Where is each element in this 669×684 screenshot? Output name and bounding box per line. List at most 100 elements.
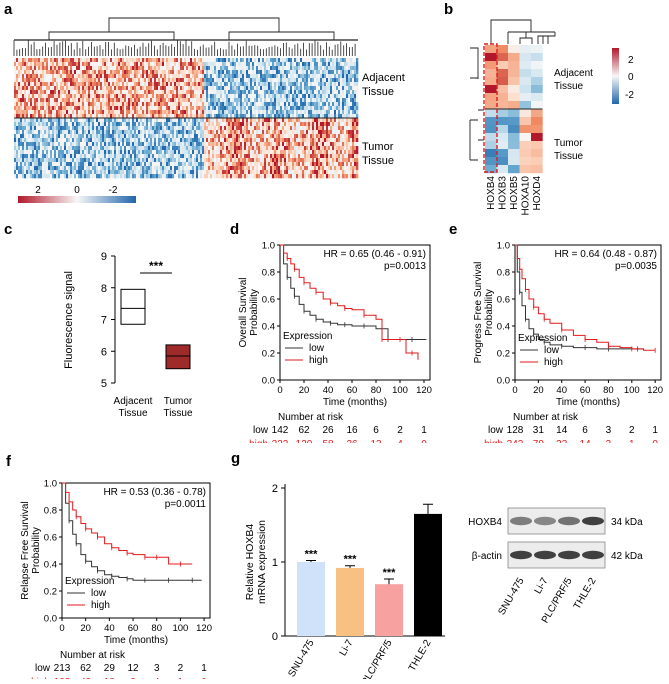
heatmap-cell — [96, 154, 98, 158]
heatmap-cell — [248, 130, 250, 134]
heatmap-cell — [122, 146, 124, 150]
heatmap-cell — [142, 98, 144, 102]
heatmap-cell — [294, 134, 296, 138]
heatmap-cell — [86, 154, 88, 158]
heatmap-cell — [40, 142, 42, 146]
heatmap-cell — [322, 126, 324, 130]
heatmap-cell — [300, 66, 302, 70]
heatmap-cell — [178, 90, 180, 94]
heatmap-cell — [294, 162, 296, 166]
heatmap-cell — [318, 122, 320, 126]
heatmap-cell — [240, 154, 242, 158]
heatmap-cell — [242, 70, 244, 74]
heatmap-cell — [268, 110, 270, 114]
heatmap-cell — [182, 150, 184, 154]
heatmap-cell — [264, 70, 266, 74]
heatmap-cell — [274, 170, 276, 174]
heatmap-cell — [28, 110, 30, 114]
heatmap-cell — [150, 126, 152, 130]
heatmap-cell — [96, 130, 98, 134]
heatmap-cell — [216, 74, 218, 78]
heatmap-cell — [280, 74, 282, 78]
heatmap-cell — [338, 130, 340, 134]
heatmap-cell — [220, 106, 222, 110]
heatmap-cell — [94, 126, 96, 130]
heatmap-cell — [66, 106, 68, 110]
heatmap-cell — [346, 90, 348, 94]
heatmap-cell — [278, 58, 280, 62]
heatmap-cell — [16, 70, 18, 74]
heatmap-cell — [144, 134, 146, 138]
heatmap-cell — [120, 58, 122, 62]
heatmap-cell — [38, 102, 40, 106]
heatmap-cell — [170, 126, 172, 130]
heatmap-cell — [136, 134, 138, 138]
heatmap-cell — [64, 90, 66, 94]
heatmap-cell — [146, 58, 148, 62]
heatmap-cell — [336, 58, 338, 62]
heatmap-cell — [260, 94, 262, 98]
heatmap-cell — [156, 90, 158, 94]
heatmap-cell — [186, 78, 188, 82]
heatmap-cell — [288, 170, 290, 174]
heatmap-cell — [68, 150, 70, 154]
heatmap-cell — [62, 78, 64, 82]
heatmap-cell — [268, 122, 270, 126]
heatmap-cell — [54, 102, 56, 106]
heatmap-cell — [196, 150, 198, 154]
heatmap-cell — [22, 86, 24, 90]
heatmap-cell — [168, 86, 170, 90]
heatmap-cell — [330, 94, 332, 98]
heatmap-cell — [46, 126, 48, 130]
heatmap-cell — [296, 154, 298, 158]
heatmap-cell — [258, 162, 260, 166]
heatmap-cell — [334, 142, 336, 146]
heatmap-cell — [124, 150, 126, 154]
heatmap-cell — [128, 74, 130, 78]
heatmap-cell — [54, 154, 56, 158]
heatmap-cell — [118, 166, 120, 170]
heatmap-cell — [204, 70, 206, 74]
heatmap-cell — [276, 166, 278, 170]
heatmap-cell — [334, 98, 336, 102]
heatmap-cell — [112, 122, 114, 126]
heatmap-cell — [28, 170, 30, 174]
heatmap-cell — [84, 110, 86, 114]
heatmap-cell — [234, 126, 236, 130]
heatmap-cell — [176, 170, 178, 174]
heatmap-cell — [62, 74, 64, 78]
heatmap-cell — [340, 134, 342, 138]
heatmap-cell — [108, 90, 110, 94]
heatmap-cell — [342, 82, 344, 86]
heatmap-cell — [14, 170, 16, 174]
heatmap-cell — [280, 106, 282, 110]
heatmap-cell — [324, 62, 326, 66]
heatmap-cell — [332, 130, 334, 134]
heatmap-cell — [74, 70, 76, 74]
heatmap-cell — [322, 94, 324, 98]
heatmap-cell — [50, 106, 52, 110]
heatmap-cell — [322, 122, 324, 126]
heatmap-cell — [78, 90, 80, 94]
heatmap-cell — [266, 118, 268, 122]
heatmap-cell — [234, 122, 236, 126]
heatmap-cell — [102, 106, 104, 110]
heatmap-cell — [44, 146, 46, 150]
heatmap-cell — [112, 78, 114, 82]
heatmap-cell — [200, 62, 202, 66]
heatmap-cell — [132, 86, 134, 90]
heatmap-cell — [212, 66, 214, 70]
heatmap-cell — [336, 102, 338, 106]
heatmap-cell — [58, 130, 60, 134]
heatmap-cell — [230, 154, 232, 158]
heatmap-cell — [306, 78, 308, 82]
heatmap-cell — [168, 106, 170, 110]
heatmap-cell — [326, 94, 328, 98]
heatmap-cell — [126, 86, 128, 90]
heatmap-cell — [198, 94, 200, 98]
heatmap-cell — [232, 102, 234, 106]
heatmap-cell — [354, 66, 356, 70]
heatmap-cell — [204, 146, 206, 150]
heatmap-cell — [86, 98, 88, 102]
heatmap-cell — [150, 138, 152, 142]
